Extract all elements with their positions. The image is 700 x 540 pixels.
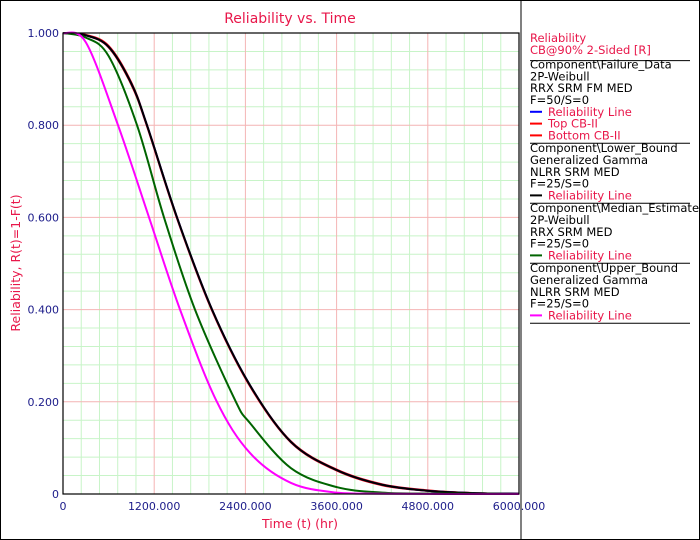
- legend-group-text: Generalized Gamma: [530, 273, 648, 287]
- y-tick-label: 1.000: [28, 27, 60, 40]
- legend-group-text: NLRR SRM MED: [530, 285, 620, 299]
- legend-entry-label: Reliability Line: [548, 248, 632, 262]
- legend-entry-label: Top CB-II: [547, 117, 598, 131]
- legend-group-text: Component\Failure_Data: [530, 58, 672, 72]
- legend-entry-label: Reliability Line: [548, 105, 632, 119]
- y-tick-label: 0.400: [28, 304, 60, 317]
- x-tick-label: 2400.000: [219, 500, 272, 513]
- x-tick-label: 6000.000: [493, 500, 546, 513]
- legend-group-text: Component\Upper_Bound: [530, 261, 678, 275]
- legend-entry-label: Reliability Line: [548, 308, 632, 322]
- y-tick-label: 0.800: [28, 119, 60, 132]
- x-tick-label: 3600.000: [310, 500, 363, 513]
- legend-group-text: F=25/S=0: [530, 237, 589, 251]
- x-tick-label: 1200.000: [128, 500, 181, 513]
- legend-group-text: F=50/S=0: [530, 93, 589, 107]
- grid: [63, 33, 519, 494]
- legend-group-text: NLRR SRM MED: [530, 165, 620, 179]
- x-tick-label: 4800.000: [402, 500, 455, 513]
- legend-group-text: F=25/S=0: [530, 177, 589, 191]
- x-ticks: 0 1200.000 2400.000 3600.000 4800.000 6000.00…: [60, 500, 546, 513]
- y-ticks: 0 0.200 0.400 0.600 0.800 1.000: [28, 27, 60, 501]
- legend-group-text: Component\Median_Estimate: [530, 201, 699, 215]
- legend-group-text: Component\Lower_Bound: [530, 141, 678, 155]
- y-tick-label: 0.600: [28, 211, 60, 224]
- y-tick-label: 0: [52, 488, 59, 501]
- x-axis-label: Time (t) (hr): [261, 516, 338, 531]
- legend-header: CB@90% 2-Sided [R]: [530, 43, 651, 57]
- chart-title: Reliability vs. Time: [224, 11, 356, 27]
- legend-entry-label: Bottom CB-II: [548, 128, 621, 142]
- legend-group-text: RRX SRM MED: [530, 225, 613, 239]
- legend-group-text: 2P-Weibull: [530, 213, 590, 227]
- plot-area-frame: [62, 32, 520, 495]
- series-line-3: [62, 32, 520, 495]
- x-tick-label: 0: [60, 500, 67, 513]
- legend-group-text: F=25/S=0: [530, 297, 589, 311]
- legend-entry-label: Reliability Line: [548, 188, 632, 202]
- series-line-4: [62, 32, 520, 495]
- legend-group-text: 2P-Weibull: [530, 69, 590, 83]
- legend-header: Reliability: [530, 31, 586, 45]
- legend-group-text: RRX SRM FM MED: [530, 81, 633, 95]
- y-axis-label: Reliability, R(t)=1-F(t): [8, 194, 23, 331]
- legend-group-text: Generalized Gamma: [530, 153, 648, 167]
- y-tick-label: 0.200: [28, 396, 60, 409]
